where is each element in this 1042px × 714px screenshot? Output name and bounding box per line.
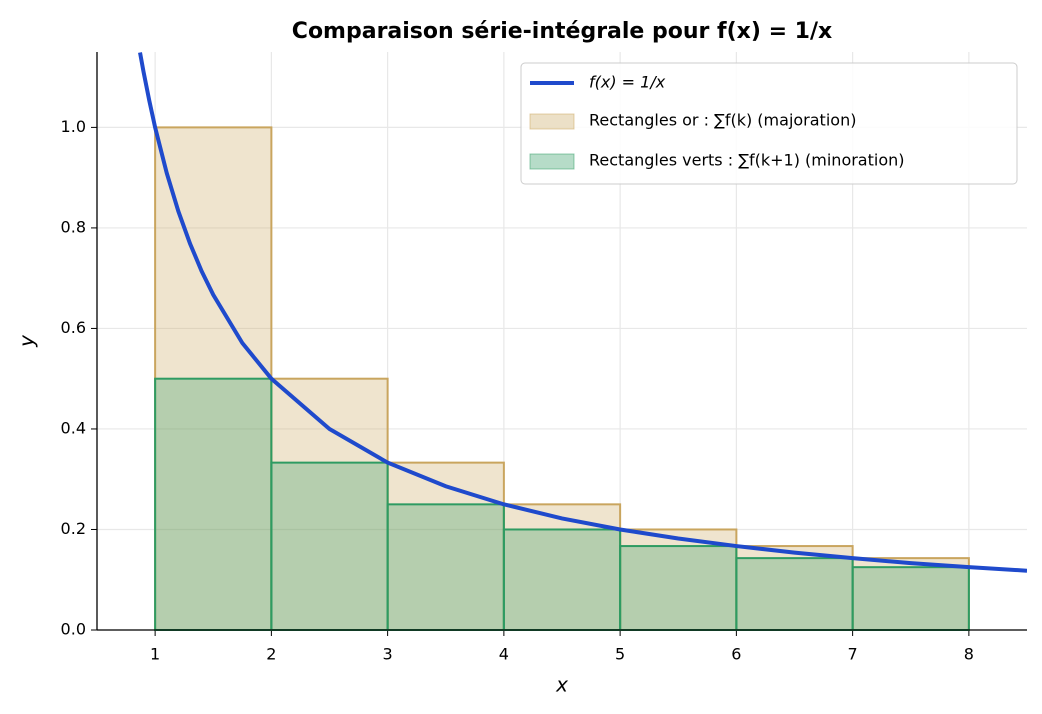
x-tick-label: 2	[266, 645, 276, 664]
y-axis-label: y	[15, 334, 39, 348]
x-tick-label: 5	[615, 645, 625, 664]
bar	[270, 461, 389, 632]
x-tick-label: 8	[964, 645, 974, 664]
bar	[735, 545, 854, 631]
y-tick-label: 0.4	[61, 418, 86, 437]
y-tick-label: 0.0	[61, 620, 86, 639]
bar	[735, 557, 854, 631]
y-tick-label: 1.0	[61, 117, 86, 136]
y-tick-label: 0.8	[61, 217, 86, 236]
x-tick-label: 7	[848, 645, 858, 664]
curve	[138, 52, 1027, 573]
chart-title: Comparaison série-intégrale pour f(x) = …	[292, 19, 832, 44]
legend-swatch	[529, 113, 575, 130]
y-tick-label: 0.2	[61, 519, 86, 538]
legend-swatch	[529, 153, 575, 170]
x-tick-label: 3	[383, 645, 393, 664]
x-axis-label: x	[555, 673, 568, 697]
bar	[154, 377, 273, 631]
bar	[851, 566, 970, 631]
y-tick-label: 0.6	[61, 318, 86, 337]
x-tick-label: 6	[731, 645, 741, 664]
x-tick-label: 1	[150, 645, 160, 664]
legend-label: Rectangles or : ∑f(k) (majoration)	[589, 111, 856, 130]
legend-label: Rectangles verts : ∑f(k+1) (minoration)	[589, 151, 905, 170]
legend-box	[520, 62, 1018, 185]
legend-label: f(x) = 1/x	[589, 73, 666, 92]
bar	[502, 528, 622, 632]
bar	[619, 545, 738, 631]
x-tick-label: 4	[499, 645, 509, 664]
bar	[386, 503, 505, 632]
